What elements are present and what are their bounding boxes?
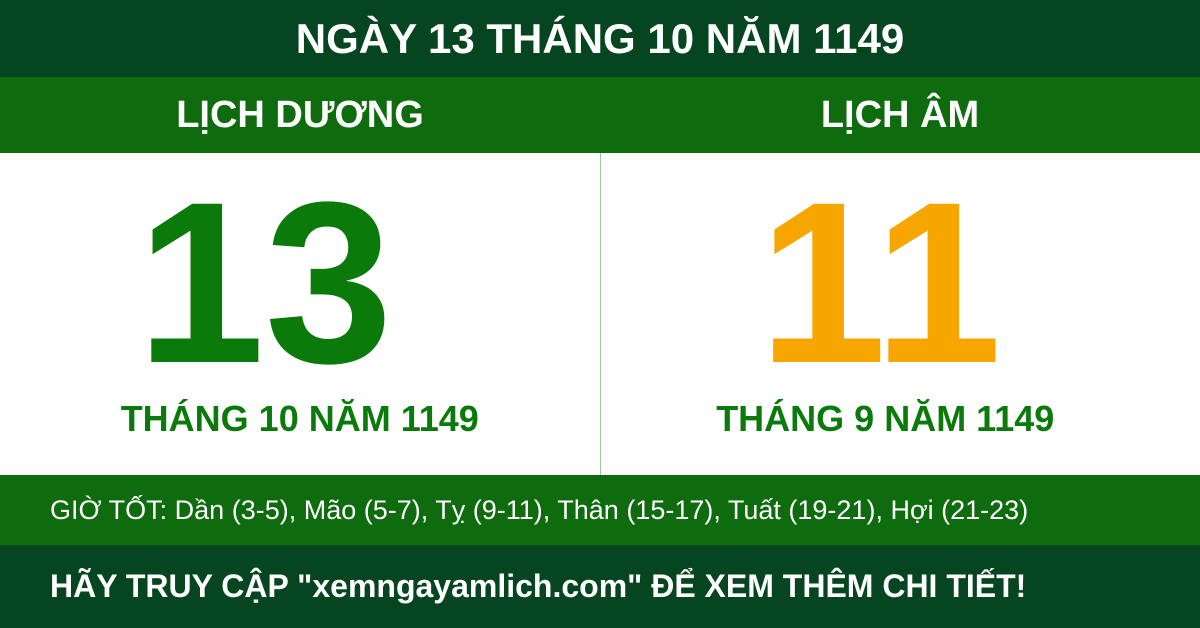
footer-text: HÃY TRUY CẬP "xemngayamlich.com" ĐỂ XEM … [50,568,1027,604]
title: NGÀY 13 THÁNG 10 NĂM 1149 [295,14,905,62]
footer: HÃY TRUY CẬP "xemngayamlich.com" ĐỂ XEM … [0,545,1200,628]
header: NGÀY 13 THÁNG 10 NĂM 1149 [0,0,1200,77]
lunar-card: 11 THÁNG 9 NĂM 1149 [599,153,1200,475]
good-hours-text: GIỜ TỐT: Dần (3-5), Mão (5-7), Tỵ (9-11)… [50,494,1029,525]
lunar-label: LỊCH ÂM [820,93,980,136]
good-hours: GIỜ TỐT: Dần (3-5), Mão (5-7), Tỵ (9-11)… [0,475,1200,545]
lunar-month-year: THÁNG 9 NĂM 1149 [716,398,1055,439]
cards: 13 THÁNG 10 NĂM 1149 11 THÁNG 9 NĂM 1149 [0,153,1200,475]
label-bar: LỊCH DƯƠNG LỊCH ÂM [0,77,1200,153]
solar-card: 13 THÁNG 10 NĂM 1149 [0,153,600,475]
solar-label: LỊCH DƯƠNG [176,93,424,136]
lunar-day: 11 [758,154,1002,411]
solar-month-year: THÁNG 10 NĂM 1149 [120,398,479,439]
solar-day: 13 [136,154,393,411]
